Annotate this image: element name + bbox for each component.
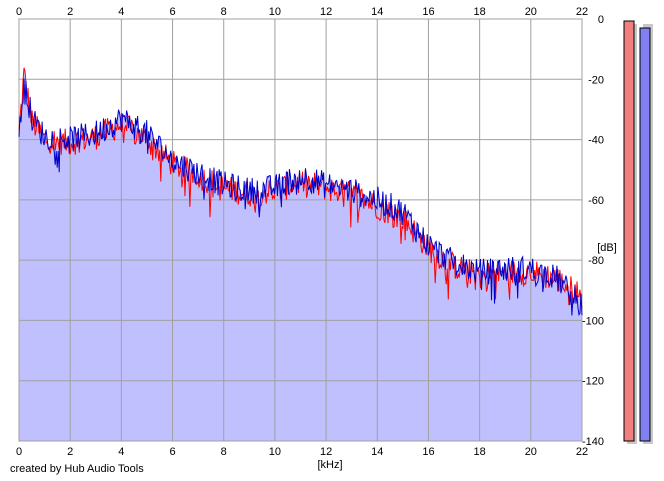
credit-text: created by Hub Audio Tools [10,463,144,475]
y-tick-label: -120 [582,376,604,388]
y-tick-label: -40 [588,135,604,147]
x-tick-label-top: 22 [576,6,588,18]
x-tick-label-top: 12 [320,6,332,18]
y-tick-label: -140 [582,436,604,448]
x-tick-label-bottom: 10 [269,446,281,458]
level-meter-left [623,20,635,442]
series-line-1 [18,78,583,316]
x-tick-label-top: 18 [474,6,486,18]
level-meters [623,20,653,444]
x-tick-label-bottom: 6 [169,446,175,458]
x-tick-label-bottom: 4 [118,446,124,458]
level-meter-right [639,27,651,442]
x-tick-label-bottom: 2 [67,446,73,458]
x-axis-label: [kHz] [317,459,342,471]
x-tick-label-top: 16 [422,6,434,18]
y-tick-label: -80 [588,255,604,267]
x-tick-label-top: 4 [118,6,124,18]
series-lines [18,67,583,316]
y-tick-label: 0 [598,14,604,26]
x-tick-label-bottom: 20 [525,446,537,458]
x-ticks-bottom: 0 2 4 6 8 10 12 14 16 18 20 22 [16,446,588,458]
x-tick-label-bottom: 14 [371,446,383,458]
x-tick-label-top: 0 [16,6,22,18]
grid [18,18,583,442]
x-tick-label-top: 6 [169,6,175,18]
x-tick-label-top: 2 [67,6,73,18]
x-tick-label-top: 20 [525,6,537,18]
x-tick-label-top: 14 [371,6,383,18]
y-tick-label: -60 [588,195,604,207]
x-tick-label-top: 10 [269,6,281,18]
x-tick-label-bottom: 18 [474,446,486,458]
y-tick-label: -20 [588,74,604,86]
x-tick-label-bottom: 0 [16,446,22,458]
x-tick-label-bottom: 16 [422,446,434,458]
y-axis-label: [dB] [597,242,617,254]
x-tick-label-bottom: 8 [221,446,227,458]
x-tick-label-bottom: 12 [320,446,332,458]
x-ticks-top: 0 2 4 6 8 10 12 14 16 18 20 22 [16,6,588,18]
x-tick-label-top: 8 [221,6,227,18]
x-tick-label-bottom: 22 [576,446,588,458]
y-tick-label: -100 [582,315,604,327]
y-ticks: 0 -20 -40 -60 -80 -100 -120 -140 [582,14,604,448]
